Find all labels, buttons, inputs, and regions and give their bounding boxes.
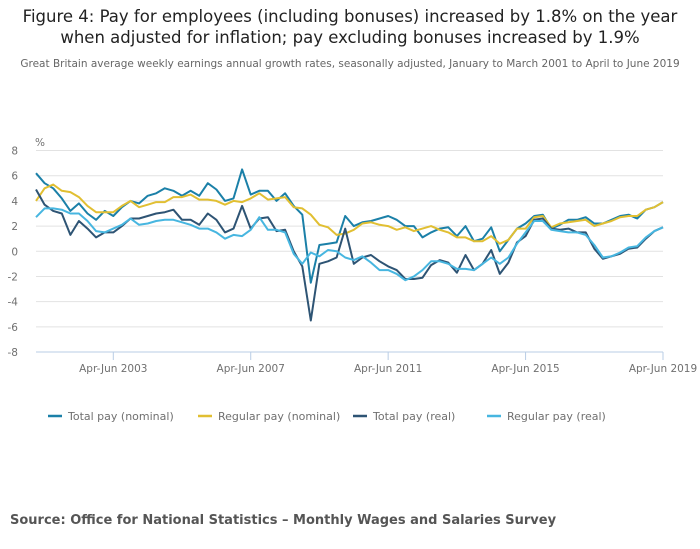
y-tick-label: 0 [11, 246, 18, 258]
legend-item[interactable]: Total pay (nominal) [48, 410, 174, 423]
y-axis-unit: % [35, 137, 45, 149]
series-line-total-pay-real [35, 189, 664, 322]
legend-item[interactable]: Regular pay (real) [487, 410, 606, 423]
series-line-regular-pay-nominal [35, 183, 664, 245]
legend-label: Total pay (real) [372, 410, 455, 423]
x-tick-label: Apr-Jun 2007 [217, 363, 285, 375]
series-line-total-pay-nominal [35, 168, 664, 284]
legend-item[interactable]: Total pay (real) [353, 410, 455, 423]
y-tick-label: -2 [8, 271, 18, 283]
x-tick-label: Apr-Jun 2019 [629, 363, 697, 375]
y-tick-label: 8 [11, 146, 18, 158]
source-note: Source: Office for National Statistics –… [10, 513, 557, 528]
legend-label: Regular pay (real) [507, 410, 606, 423]
x-tick-label: Apr-Jun 2015 [491, 363, 559, 375]
y-tick-label: 2 [11, 221, 18, 233]
x-tick-label: Apr-Jun 2011 [354, 363, 422, 375]
y-tick-label: -4 [8, 297, 19, 309]
y-tick-label: -6 [8, 322, 19, 334]
series-line-regular-pay-real [35, 207, 664, 282]
chart-title: Figure 4: Pay for employees (including b… [22, 7, 678, 47]
legend-label: Total pay (nominal) [67, 410, 174, 423]
y-tick-label: 4 [11, 196, 18, 208]
chart-subtitle: Great Britain average weekly earnings an… [20, 58, 680, 70]
legend-label: Regular pay (nominal) [218, 410, 340, 423]
y-tick-label: 6 [11, 171, 18, 183]
legend-item[interactable]: Regular pay (nominal) [198, 410, 340, 423]
y-tick-label: -8 [8, 347, 18, 359]
x-tick-label: Apr-Jun 2003 [79, 363, 147, 375]
